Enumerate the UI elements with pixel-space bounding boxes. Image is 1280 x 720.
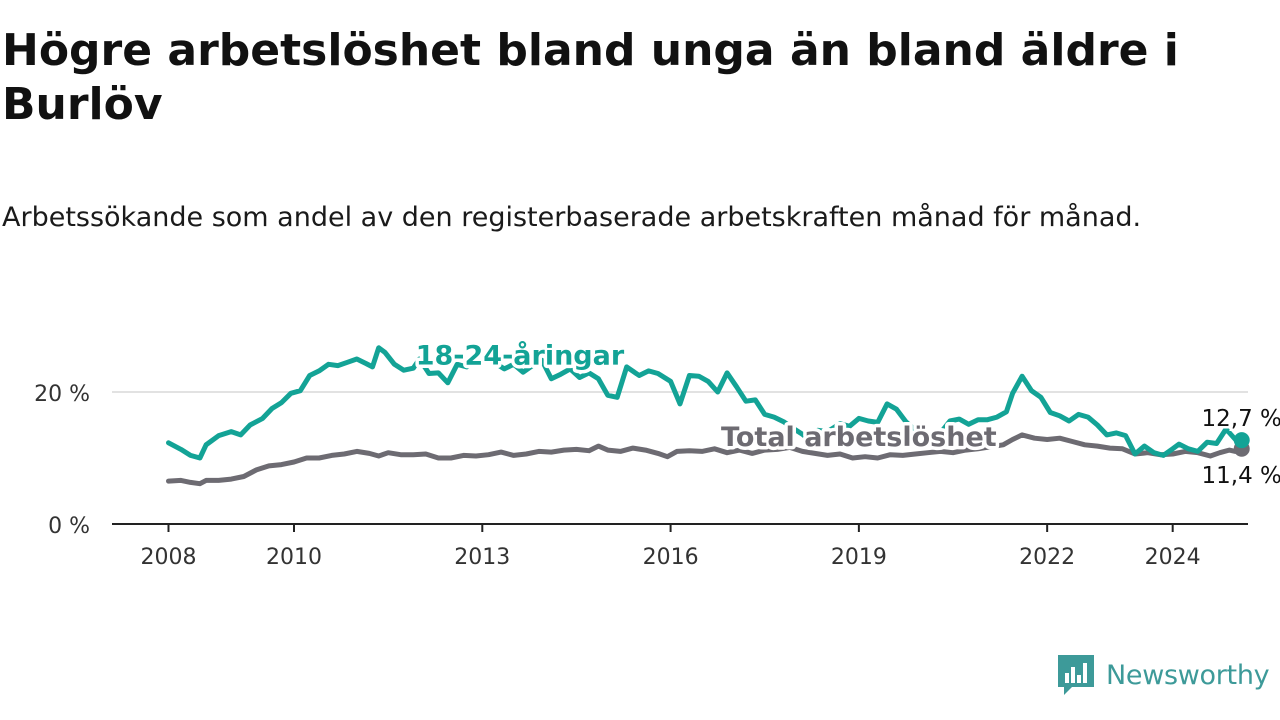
x-tick-label: 2016 [643,545,699,570]
x-tick-label: 2022 [1019,545,1075,570]
x-tick-label: 2024 [1145,545,1201,570]
series-label-total: Total arbetslöshet [721,422,997,453]
end-label-total: 11,4 % [1202,463,1280,489]
x-tick-label: 2013 [454,545,510,570]
brand-logo: Newsworthy [1058,654,1270,696]
y-tick-label: 20 % [34,382,90,407]
y-tick-label: 0 % [48,514,90,539]
series-lines [166,345,1250,487]
newsworthy-logo-icon [1058,655,1094,695]
series-line-total [166,432,1245,487]
line-chart: 0 % 20 % 2008 2010 2013 2016 2019 2022 2024 18-2… [34,336,1280,570]
end-marker-youth [1233,432,1250,449]
axes: 0 % 20 % 2008 2010 2013 2016 2019 2022 2024 [34,382,1248,570]
end-label-youth: 12,7 % [1202,406,1280,432]
series-labels: 18-24-åringar Total arbetslöshet 12,7 % 11,… [412,336,1280,491]
series-label-youth: 18-24-åringar [416,339,625,371]
x-tick-label: 2019 [831,545,887,570]
series-line-youth [166,345,1245,461]
brand-name: Newsworthy [1106,659,1270,691]
chart-title: Högre arbetslöshet bland unga än bland ä… [2,25,1179,130]
x-tick-label: 2008 [140,545,196,570]
x-tick-label: 2010 [266,545,322,570]
chart-subtitle: Arbetssökande som andel av den registerb… [2,202,1142,233]
